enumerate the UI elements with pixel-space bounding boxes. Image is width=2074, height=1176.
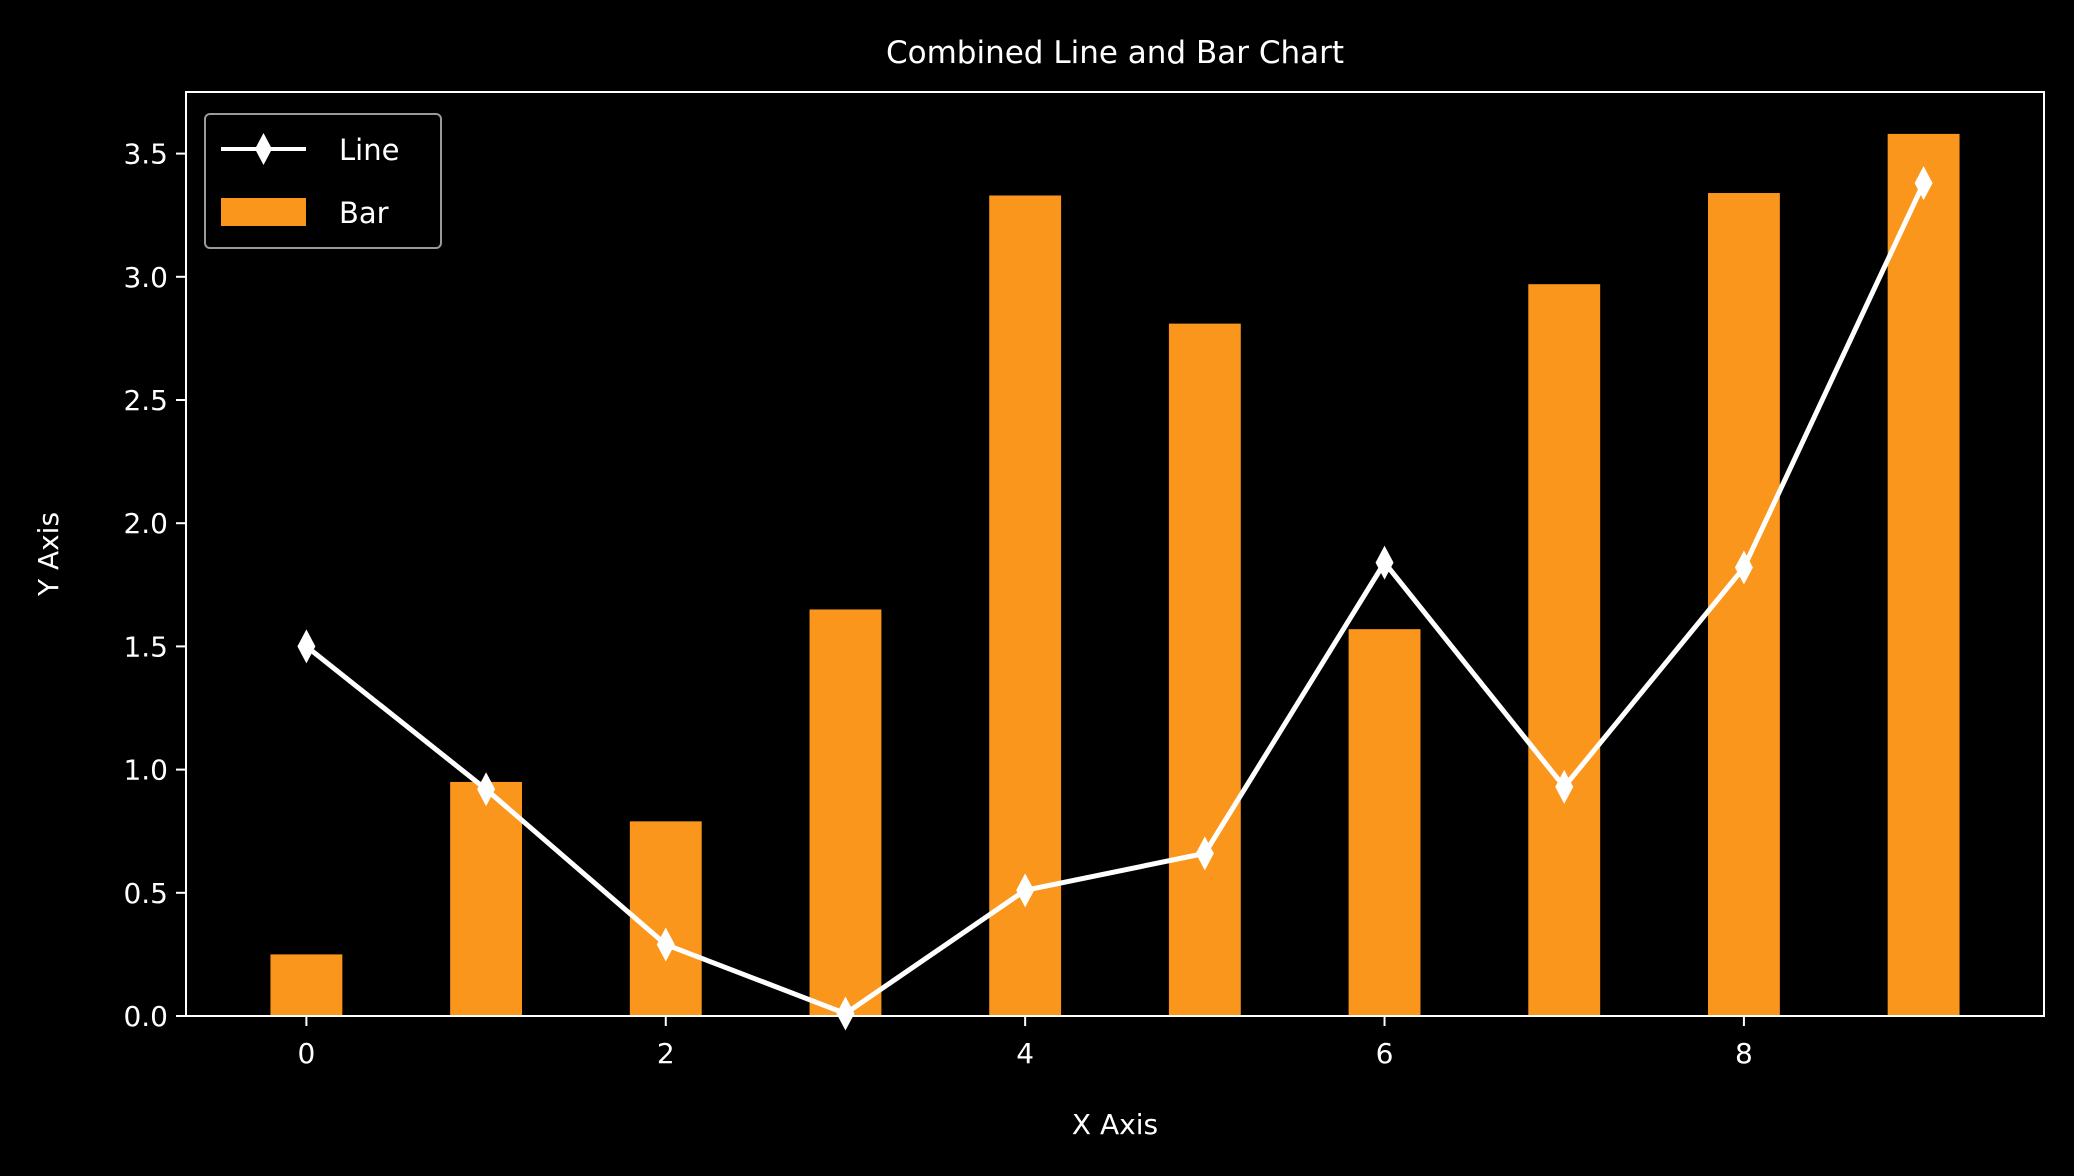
y-tick-label: 1.5 bbox=[123, 630, 168, 663]
legend-bar-swatch bbox=[221, 198, 306, 226]
bar bbox=[450, 781, 523, 1016]
line-point bbox=[656, 927, 675, 962]
y-axis-label: Y Axis bbox=[32, 512, 65, 597]
x-tick-label: 6 bbox=[1376, 1037, 1394, 1070]
y-tick-label: 3.5 bbox=[123, 138, 168, 171]
y-tick-label: 1.0 bbox=[123, 754, 168, 787]
line-point bbox=[1195, 836, 1214, 871]
y-tick-label: 2.5 bbox=[123, 384, 168, 417]
x-tick-label: 2 bbox=[657, 1037, 675, 1070]
bar bbox=[1168, 323, 1241, 1017]
bar bbox=[809, 609, 882, 1016]
y-ticks: 0.0 0.5 1.0 1.5 2.0 2.5 3.0 3.5 bbox=[123, 138, 186, 1033]
y-tick-label: 3.0 bbox=[123, 261, 168, 294]
bar bbox=[1528, 284, 1601, 1016]
legend-bar-label: Bar bbox=[339, 196, 389, 230]
chart-title: Combined Line and Bar Chart bbox=[886, 35, 1344, 71]
x-axis-label: X Axis bbox=[1072, 1108, 1158, 1141]
x-tick-label: 8 bbox=[1735, 1037, 1753, 1070]
line-point bbox=[477, 772, 496, 807]
line-series bbox=[304, 182, 1926, 1017]
bar bbox=[270, 954, 343, 1016]
bar bbox=[1887, 133, 1960, 1016]
bar bbox=[1348, 629, 1421, 1016]
bar bbox=[629, 821, 702, 1016]
y-tick-label: 0.0 bbox=[123, 1000, 168, 1033]
legend-line-label: Line bbox=[339, 133, 399, 167]
bar bbox=[1707, 193, 1780, 1017]
bars-layer bbox=[270, 133, 1960, 1017]
legend-diamond-marker bbox=[255, 133, 272, 165]
y-tick-label: 2.0 bbox=[123, 507, 168, 540]
line-point bbox=[1016, 873, 1035, 908]
x-tick-label: 4 bbox=[1016, 1037, 1034, 1070]
line-point bbox=[1375, 545, 1394, 580]
plot-frame bbox=[185, 91, 2045, 1017]
line-point bbox=[297, 629, 316, 664]
line-point bbox=[836, 996, 855, 1031]
legend: Line Bar bbox=[204, 113, 442, 249]
line-layer bbox=[297, 166, 1933, 1031]
x-ticks: 0 2 4 6 8 bbox=[297, 1016, 1753, 1070]
line-point bbox=[1914, 166, 1933, 201]
line-point bbox=[1734, 550, 1753, 585]
line-point bbox=[1555, 769, 1574, 804]
legend-box bbox=[204, 113, 442, 249]
y-tick-label: 0.5 bbox=[123, 877, 168, 910]
x-tick-label: 0 bbox=[297, 1037, 315, 1070]
